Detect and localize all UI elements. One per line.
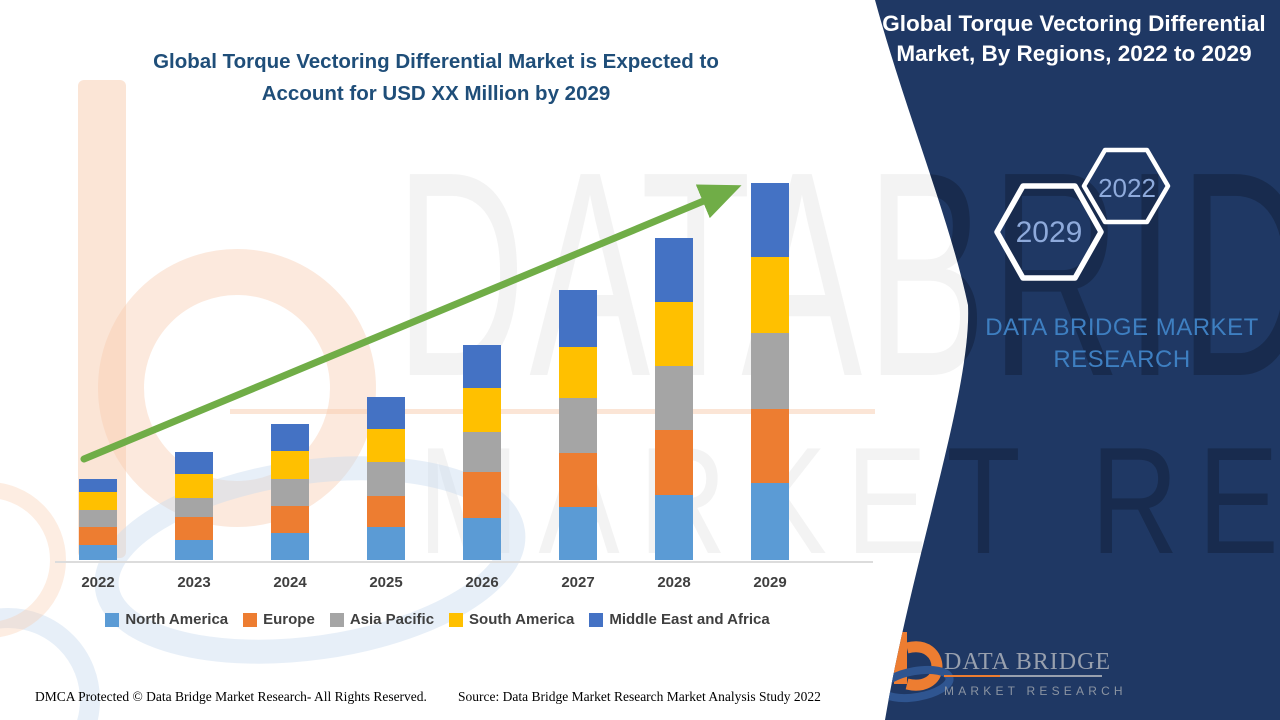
bar-segment-middle-east-and-africa (367, 397, 405, 429)
bar-segment-north-america (271, 533, 309, 560)
logo-b-bowl (907, 647, 937, 685)
legend-label: South America (469, 611, 575, 628)
footer-source: Source: Data Bridge Market Research Mark… (458, 689, 821, 704)
hexagon-2029-label: 2029 (1015, 216, 1083, 249)
legend-label: North America (125, 611, 229, 628)
legend-swatch (243, 612, 258, 627)
brand-line1: DATA BRIDGE MARKET (985, 314, 1259, 341)
bar-segment-north-america (751, 483, 789, 560)
bar-segment-europe (175, 517, 213, 540)
bar-segment-north-america (175, 540, 213, 560)
legend-item-asia-pacific: Asia Pacific (329, 611, 435, 628)
x-axis-label-2022: 2022 (81, 574, 115, 591)
legend-swatch (105, 612, 120, 627)
bar-segment-europe (367, 496, 405, 527)
chart-title-line2: Account for USD XX Million by 2029 (261, 82, 611, 105)
x-axis-label-2027: 2027 (561, 574, 595, 591)
x-axis-label-2026: 2026 (465, 574, 499, 591)
bar-segment-middle-east-and-africa (751, 183, 789, 257)
legend-item-south-america: South America (449, 611, 574, 628)
logo-name-text: DATA BRIDGE (944, 649, 1111, 675)
legend-label: Asia Pacific (349, 611, 435, 628)
bar-segment-north-america (559, 507, 597, 560)
footer-dmca: DMCA Protected © Data Bridge Market Rese… (35, 689, 427, 704)
bar-segment-middle-east-and-africa (463, 345, 501, 388)
bar-segment-asia-pacific (271, 479, 309, 506)
hexagon-icons (980, 135, 1240, 295)
databridge-logo: DATA BRIDGE MARKET RESEARCH (880, 626, 1140, 708)
logo-tagline-text: MARKET RESEARCH (944, 684, 1127, 698)
panel-title: Global Torque Vectoring Differential Mar… (872, 9, 1276, 69)
hexagon-2022-label: 2022 (1098, 173, 1156, 203)
bar-segment-middle-east-and-africa (559, 290, 597, 347)
chart-title-line1: Global Torque Vectoring Differential Mar… (153, 50, 719, 73)
bar-segment-middle-east-and-africa (271, 424, 309, 451)
bar-segment-asia-pacific (655, 366, 693, 430)
bar-segment-asia-pacific (79, 510, 117, 527)
legend-swatch (449, 612, 464, 627)
panel-title-line1: Global Torque Vectoring Differential (882, 11, 1266, 36)
brand-name: DATA BRIDGE MARKET RESEARCH (907, 312, 1280, 376)
panel-title-line2: Market, By Regions, 2022 to 2029 (896, 41, 1252, 66)
bar-segment-north-america (655, 495, 693, 560)
bar-segment-asia-pacific (751, 333, 789, 409)
legend-swatch (329, 612, 344, 627)
bar-segment-south-america (175, 474, 213, 498)
bar-segment-europe (271, 506, 309, 533)
chart-legend: North America Europe Asia Pacific South Ame… (40, 611, 835, 628)
bar-segment-asia-pacific (463, 432, 501, 472)
x-axis-label-2023: 2023 (177, 574, 211, 591)
bar-segment-south-america (655, 302, 693, 366)
x-axis-label-2028: 2028 (657, 574, 691, 591)
x-axis-label-2025: 2025 (369, 574, 403, 591)
bar-segment-south-america (367, 429, 405, 462)
bar-segment-north-america (79, 545, 117, 560)
bar-segment-asia-pacific (175, 498, 213, 517)
legend-item-middle-east-and-africa: Middle East and Africa (589, 611, 770, 628)
legend-label: Europe (263, 611, 315, 628)
chart-title: Global Torque Vectoring Differential Mar… (56, 46, 816, 110)
x-axis-line (55, 561, 873, 563)
x-axis-label-2029: 2029 (753, 574, 787, 591)
bar-segment-south-america (463, 388, 501, 432)
legend-swatch (589, 612, 604, 627)
bar-segment-europe (655, 430, 693, 495)
bar-segment-europe (463, 472, 501, 518)
legend-item-north-america: North America (105, 611, 228, 628)
bar-segment-middle-east-and-africa (79, 479, 117, 492)
brand-line2: RESEARCH (1053, 346, 1191, 373)
bar-segment-south-america (79, 492, 117, 510)
bar-segment-europe (559, 453, 597, 507)
legend-item-europe: Europe (243, 611, 315, 628)
hexagon-2022-icon (1084, 150, 1168, 222)
bar-segment-south-america (559, 347, 597, 398)
bar-segment-asia-pacific (367, 462, 405, 496)
watermark-market-research-dark: MARKET RESEARCH (850, 416, 1280, 586)
bar-segment-asia-pacific (559, 398, 597, 453)
x-axis-label-2024: 2024 (273, 574, 307, 591)
bar-segment-middle-east-and-africa (175, 452, 213, 474)
bar-segment-europe (79, 527, 117, 545)
legend-label: Middle East and Africa (609, 611, 770, 628)
bar-segment-south-america (751, 257, 789, 333)
bar-segment-north-america (463, 518, 501, 560)
bar-segment-north-america (367, 527, 405, 560)
hexagon-2029-icon (997, 186, 1101, 278)
bar-segment-europe (751, 409, 789, 483)
bar-segment-south-america (271, 451, 309, 479)
bar-segment-middle-east-and-africa (655, 238, 693, 302)
